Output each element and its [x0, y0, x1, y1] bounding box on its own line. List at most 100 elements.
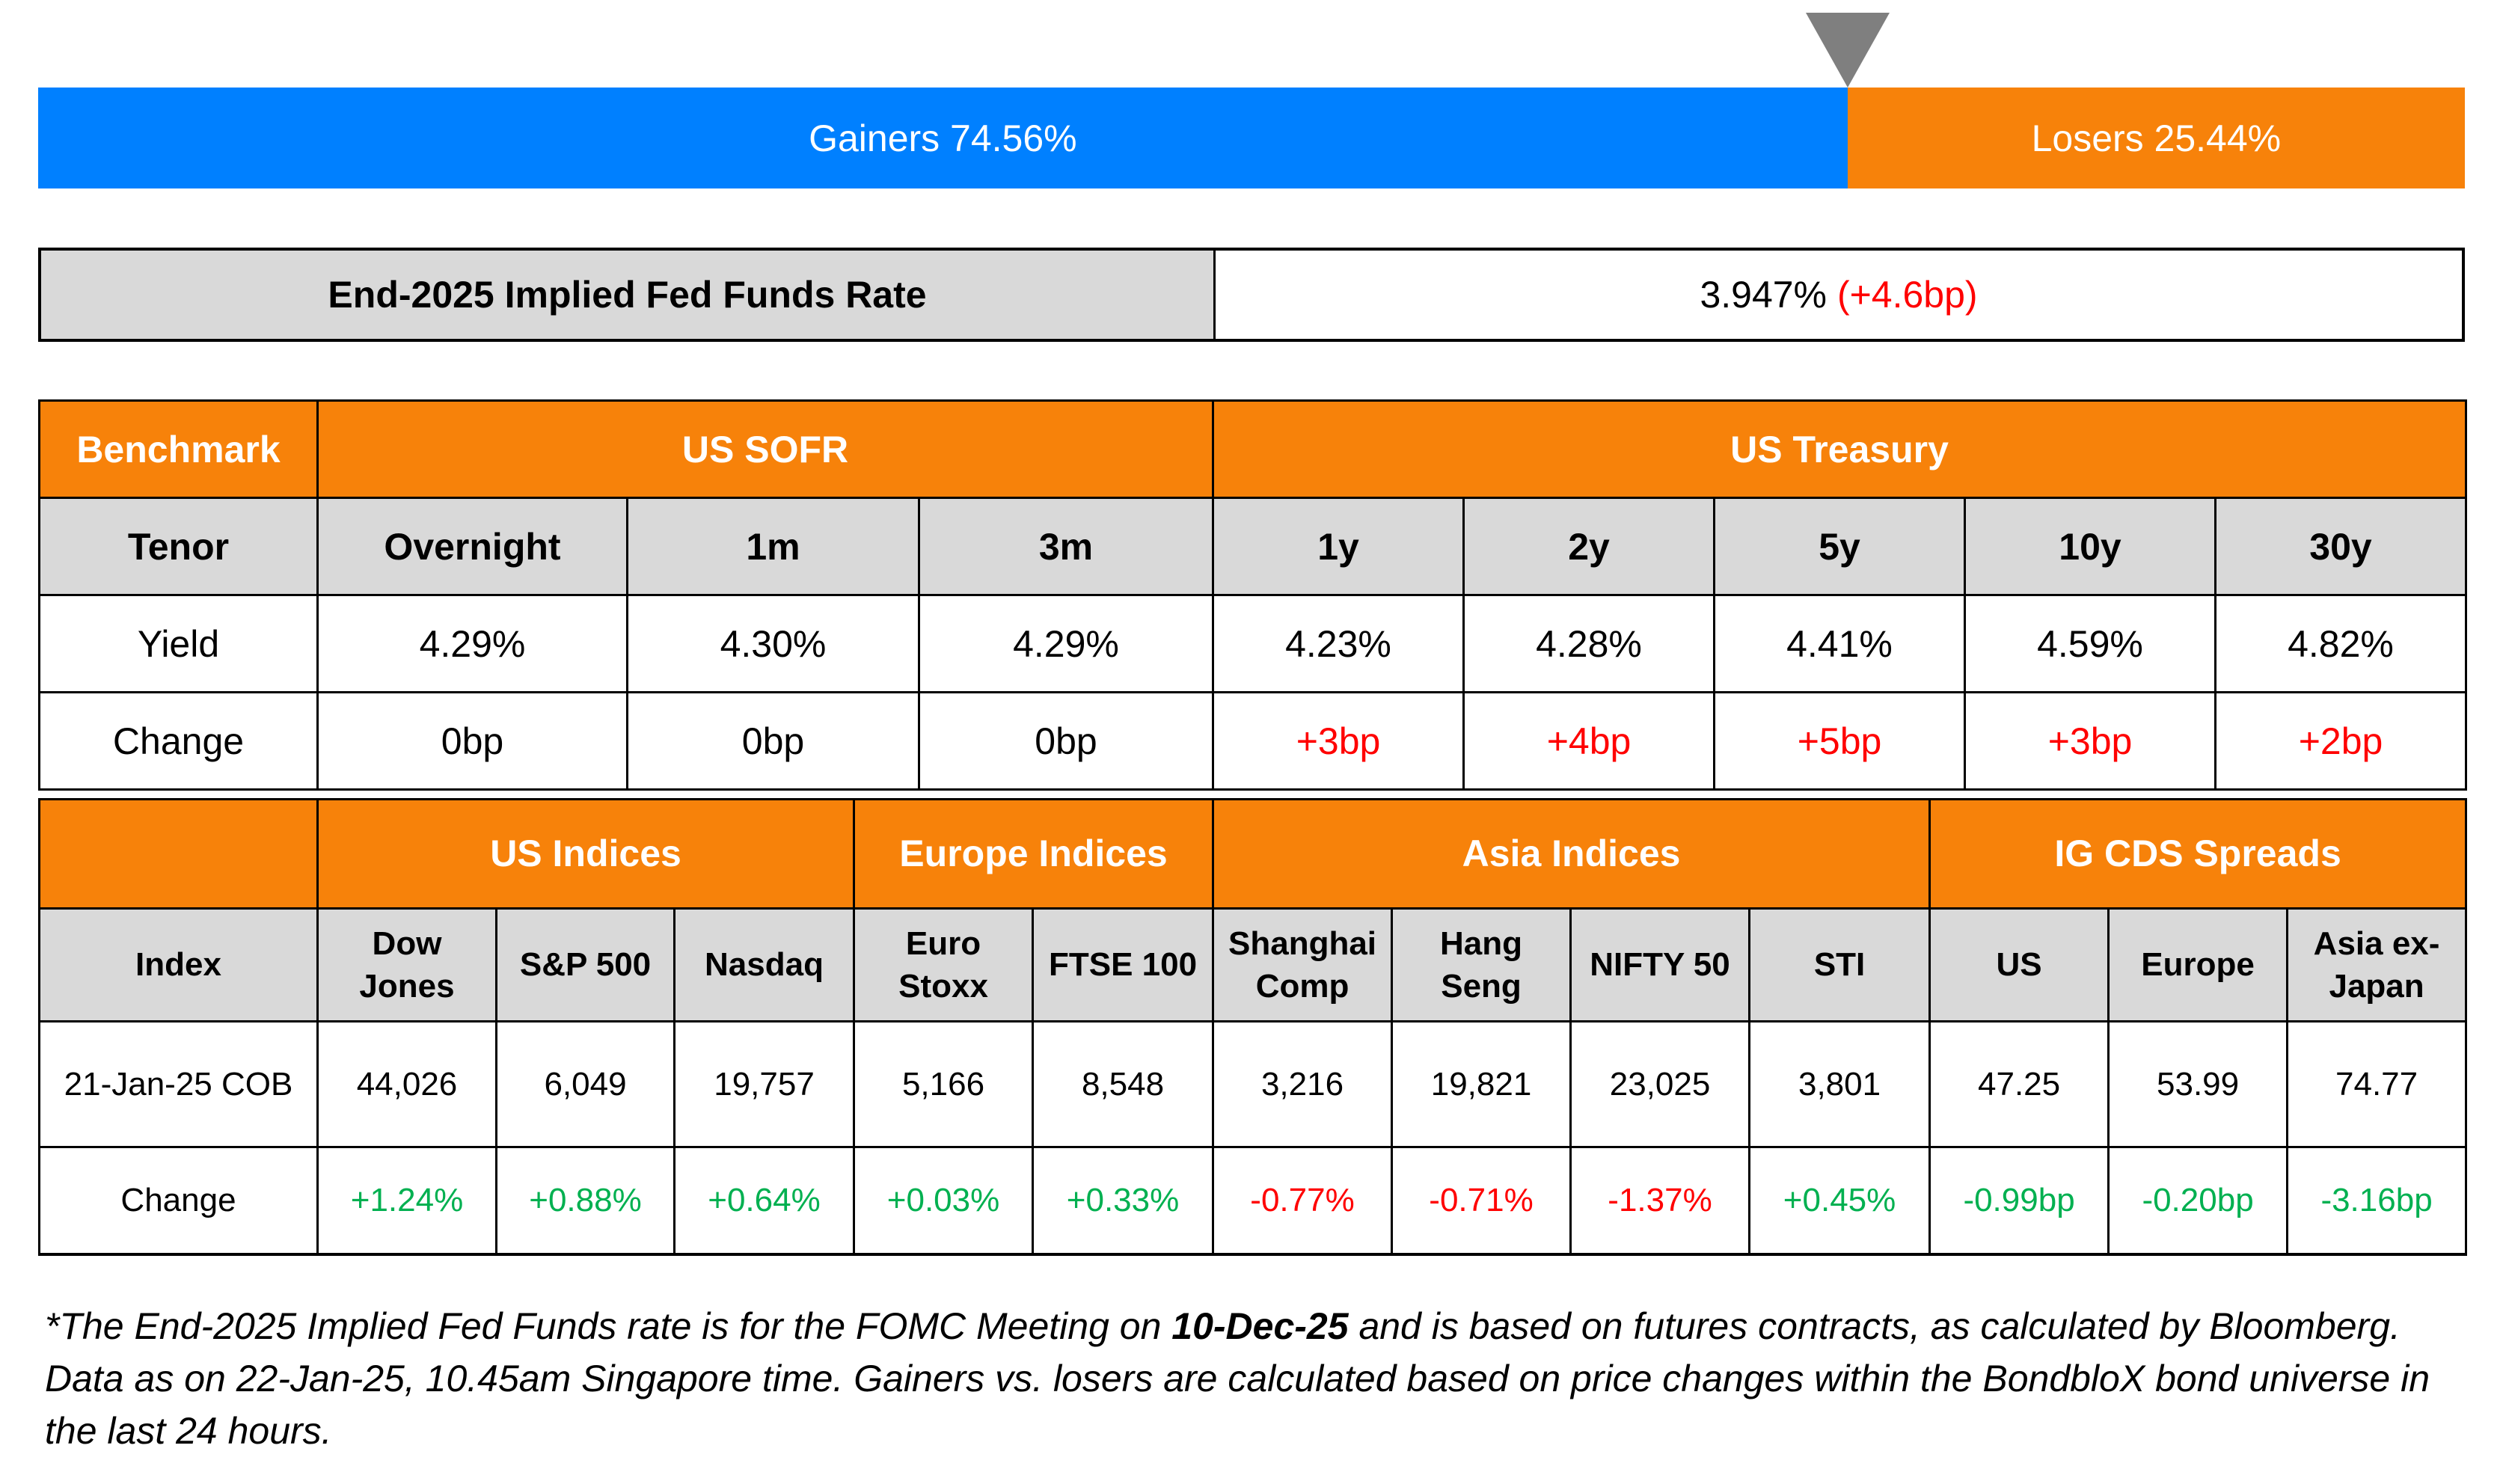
level-cell: 19,821: [1391, 1020, 1572, 1148]
yield-cell: 4.29%: [316, 594, 628, 693]
tenor-header: 5y: [1713, 497, 1966, 596]
rates-group-row: Benchmark US SOFR US Treasury: [38, 399, 2468, 499]
change-cell: +3bp: [1964, 691, 2216, 791]
index-name-line: Nasdaq: [705, 946, 824, 984]
index-name-line: Shanghai: [1228, 925, 1377, 962]
tenor-header: 10y: [1964, 497, 2216, 596]
index-change-cell: +0.03%: [853, 1146, 1035, 1256]
index-name-line: Japan: [2329, 968, 2424, 1005]
group-header-treasury: US Treasury: [1211, 399, 2468, 499]
footnote-text-cont: and is based on futures contracts, as ca…: [45, 1305, 2430, 1452]
index-name-header: STI: [1748, 907, 1931, 1022]
index-change-cell: +0.45%: [1748, 1146, 1931, 1256]
change-label: Change: [38, 1146, 319, 1256]
index-change-cell: -0.77%: [1212, 1146, 1394, 1256]
losers-label: Losers 25.44%: [2031, 117, 2282, 159]
yield-row: Yield 4.29% 4.30% 4.29% 4.23% 4.28% 4.41% 4.59%…: [38, 594, 2468, 693]
blank-header: [38, 798, 319, 910]
level-cell: 3,801: [1748, 1020, 1931, 1148]
footnote-date: 10-Dec-25: [1171, 1305, 1349, 1347]
index-change-cell: -0.71%: [1391, 1146, 1572, 1256]
yield-cell: 4.59%: [1964, 594, 2216, 693]
yield-cell: 4.23%: [1212, 594, 1465, 693]
group-header: US Indices: [316, 798, 856, 910]
index-name-header: Dow Jones: [316, 907, 497, 1022]
yield-cell: 4.82%: [2214, 594, 2468, 693]
level-cell: 47.25: [1928, 1020, 2110, 1148]
gainers-losers-bar: Gainers 74.56% Losers 25.44%: [38, 88, 2465, 188]
index-change-cell: +0.64%: [673, 1146, 856, 1256]
group-header: Europe Indices: [853, 798, 1215, 910]
index-name-header: S&P 500: [495, 907, 675, 1022]
index-name-line: Asia ex-: [2313, 925, 2440, 962]
level-cell: 53.99: [2107, 1020, 2289, 1148]
benchmark-header: Benchmark: [38, 399, 319, 499]
index-name-header: Hang Seng: [1391, 907, 1572, 1022]
change-row: Change 0bp 0bp 0bp +3bp +4bp +5bp +3bp +2bp: [38, 691, 2468, 791]
index-change-cell: -1.37%: [1569, 1146, 1751, 1256]
index-name-line: FTSE 100: [1048, 946, 1198, 984]
index-name-line: US: [1996, 946, 2042, 984]
losers-segment: Losers 25.44%: [1847, 88, 2465, 188]
index-change-cell: +0.88%: [495, 1146, 675, 1256]
level-cell: 74.77: [2286, 1020, 2468, 1148]
fed-funds-value: 3.947% (+4.6bp): [1216, 251, 2462, 339]
index-name-line: Dow: [372, 925, 442, 962]
group-header: Asia Indices: [1212, 798, 1931, 910]
index-change-row: Change +1.24% +0.88% +0.64% +0.03% +0.33% -0.7…: [38, 1146, 2468, 1256]
indices-group-row: US Indices Europe Indices Asia Indices IG C…: [38, 798, 2468, 910]
footnote-text: *The End-2025 Implied Fed Funds rate is …: [45, 1305, 1172, 1347]
index-change-cell: +1.24%: [316, 1146, 497, 1256]
level-cell: 44,026: [316, 1020, 497, 1148]
group-header: IG CDS Spreads: [1928, 798, 2468, 910]
level-cell: 23,025: [1569, 1020, 1751, 1148]
level-cell: 8,548: [1032, 1020, 1215, 1148]
tenor-header: Overnight: [316, 497, 628, 596]
change-cell: +3bp: [1212, 691, 1465, 791]
fed-funds-change: (+4.6bp): [1836, 274, 1978, 316]
yield-cell: 4.28%: [1462, 594, 1715, 693]
change-cell: 0bp: [316, 691, 628, 791]
level-cell: 6,049: [495, 1020, 675, 1148]
index-change-cell: -3.16bp: [2286, 1146, 2468, 1256]
index-name-line: Hang: [1440, 925, 1523, 962]
index-change-cell: +0.33%: [1032, 1146, 1215, 1256]
index-label: Index: [38, 907, 319, 1022]
indices-table: US Indices Europe Indices Asia Indices IG C…: [38, 798, 2468, 1256]
index-change-cell: -0.99bp: [1928, 1146, 2110, 1256]
fed-funds-rate: 3.947%: [1700, 274, 1828, 316]
triangle-down-icon: [1806, 13, 1890, 88]
tenor-header: 1m: [626, 497, 920, 596]
index-name-header: Europe: [2107, 907, 2289, 1022]
index-name-line: Comp: [1255, 968, 1349, 1005]
index-name-header: FTSE 100: [1032, 907, 1215, 1022]
index-name-line: S&P 500: [519, 946, 652, 984]
index-name-header: Shanghai Comp: [1212, 907, 1394, 1022]
index-name-header: Euro Stoxx: [853, 907, 1035, 1022]
footnote: *The End-2025 Implied Fed Funds rate is …: [45, 1300, 2461, 1457]
tenor-header: 2y: [1462, 497, 1715, 596]
change-cell: +4bp: [1462, 691, 1715, 791]
index-name-line: Jones: [359, 968, 455, 1005]
change-cell: +2bp: [2214, 691, 2468, 791]
yield-cell: 4.29%: [918, 594, 1214, 693]
change-cell: 0bp: [918, 691, 1214, 791]
level-row: 21-Jan-25 COB 44,026 6,049 19,757 5,166 8,548…: [38, 1020, 2468, 1148]
index-name-row: Index Dow Jones S&P 500 Nasdaq Euro Stoxx FTSE …: [38, 907, 2468, 1022]
tenor-header: 30y: [2214, 497, 2468, 596]
index-name-header: NIFTY 50: [1569, 907, 1751, 1022]
tenor-header: 3m: [918, 497, 1214, 596]
gainers-label: Gainers 74.56%: [809, 117, 1077, 159]
fed-funds-box: End-2025 Implied Fed Funds Rate 3.947% (…: [38, 248, 2465, 342]
index-name-line: Seng: [1441, 968, 1522, 1005]
gainers-segment: Gainers 74.56%: [38, 88, 1848, 188]
yield-label: Yield: [38, 594, 319, 693]
yield-cell: 4.30%: [626, 594, 920, 693]
index-name-header: Nasdaq: [673, 907, 856, 1022]
change-label: Change: [38, 691, 319, 791]
index-name-line: Europe: [2141, 946, 2255, 984]
index-name-header: US: [1928, 907, 2110, 1022]
date-label: 21-Jan-25 COB: [38, 1020, 319, 1148]
level-cell: 19,757: [673, 1020, 856, 1148]
change-cell: +5bp: [1713, 691, 1966, 791]
